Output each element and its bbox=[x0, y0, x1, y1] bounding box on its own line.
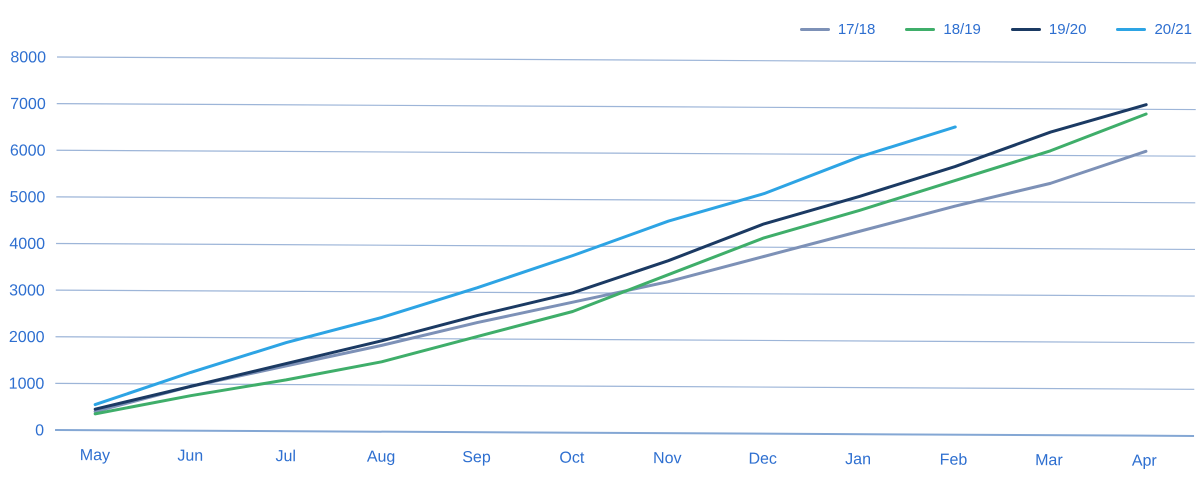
x-tick-label: Dec bbox=[748, 451, 777, 468]
x-axis-line bbox=[55, 428, 1195, 437]
series-line-18-19 bbox=[93, 112, 1148, 416]
series-line-19-20 bbox=[93, 103, 1148, 411]
legend-swatch-17-18-icon bbox=[799, 28, 830, 31]
x-tick-label: Jan bbox=[845, 451, 871, 468]
gridline bbox=[56, 149, 1196, 157]
legend-item-20-21: 20/21 bbox=[1116, 22, 1192, 37]
gridline bbox=[55, 289, 1195, 297]
x-tick-label: Sep bbox=[462, 449, 491, 466]
legend-swatch-20-21-icon bbox=[1116, 28, 1147, 31]
plot-area: 0 1000 2000 3000 4000 5000 6000 7000 8000 May Jun J… bbox=[9, 49, 1196, 470]
x-tick-label: Aug bbox=[367, 449, 396, 466]
y-tick-label: 3000 bbox=[9, 282, 45, 299]
legend-item-19-20: 19/20 bbox=[1010, 21, 1087, 38]
legend-label-17-18: 17/18 bbox=[837, 21, 876, 38]
x-tick-label: Nov bbox=[653, 450, 682, 467]
legend-swatch-18-19-icon bbox=[905, 28, 936, 31]
x-tick-label: Feb bbox=[940, 452, 968, 469]
gridline bbox=[56, 196, 1196, 204]
legend-label-20-21: 20/21 bbox=[1154, 21, 1192, 38]
series-line-17-18 bbox=[93, 149, 1148, 414]
gridline bbox=[55, 382, 1195, 390]
x-tick-label: May bbox=[80, 447, 110, 464]
gridline bbox=[56, 56, 1196, 64]
gridline bbox=[55, 336, 1195, 344]
legend-swatch-19-20-icon bbox=[1010, 28, 1041, 31]
x-tick-label: Apr bbox=[1132, 453, 1158, 470]
legend-label-19-20: 19/20 bbox=[1048, 21, 1087, 38]
x-tick-label: Oct bbox=[559, 450, 585, 467]
legend-item-17-18: 17/18 bbox=[799, 21, 876, 38]
x-tick-label: Jun bbox=[177, 448, 203, 465]
y-tick-label: 1000 bbox=[9, 376, 45, 393]
gridline bbox=[56, 242, 1196, 251]
y-tick-label: 2000 bbox=[9, 329, 45, 346]
y-tick-label: 6000 bbox=[10, 142, 46, 159]
y-tick-label: 5000 bbox=[10, 189, 46, 206]
gridline bbox=[56, 103, 1196, 111]
x-tick-label: Mar bbox=[1035, 452, 1063, 469]
y-tick-label: 4000 bbox=[9, 236, 45, 253]
y-tick-label: 7000 bbox=[10, 96, 46, 113]
y-tick-label: 0 bbox=[35, 422, 44, 439]
legend-item-18-19: 18/19 bbox=[905, 22, 981, 37]
legend-label-18-19: 18/19 bbox=[943, 21, 981, 38]
series-line-20-21 bbox=[93, 125, 957, 407]
legend: 17/18 18/19 19/20 20/21 bbox=[799, 21, 1192, 38]
x-tick-label: Jul bbox=[275, 448, 296, 465]
y-tick-label: 8000 bbox=[10, 49, 46, 66]
